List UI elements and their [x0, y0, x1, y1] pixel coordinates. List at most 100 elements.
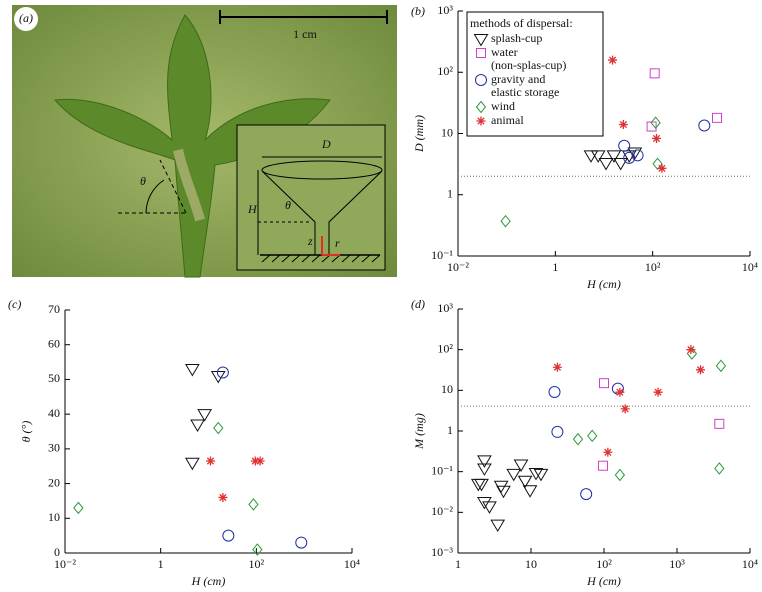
marker [587, 429, 598, 443]
marker [608, 55, 618, 65]
marker [552, 362, 562, 372]
x-tick-label: 10³ [669, 557, 685, 571]
legend-text: animal [491, 113, 524, 127]
marker [614, 468, 626, 482]
x-tick-label: 10² [249, 557, 265, 571]
marker [477, 455, 492, 468]
marker [522, 485, 538, 498]
marker [583, 150, 599, 163]
x-axis-label: H (cm) [586, 574, 621, 588]
legend-text: methods of dispersal: [470, 16, 573, 30]
marker [477, 463, 492, 476]
y-tick-label: 10⁻³ [431, 545, 453, 559]
marker [714, 418, 725, 429]
marker [652, 133, 662, 143]
x-tick-label: 10⁻² [447, 260, 469, 274]
x-tick-label: 10⁻² [54, 557, 76, 571]
y-tick-label: 10⁻¹ [431, 248, 453, 262]
marker [631, 149, 644, 162]
marker [184, 457, 200, 471]
marker [551, 425, 564, 438]
y-tick-label: 10³ [437, 3, 453, 17]
y-tick-label: 10 [48, 510, 60, 524]
legend-marker [473, 34, 489, 47]
marker [603, 447, 613, 457]
legend-text: wind [491, 99, 515, 113]
marker [712, 112, 723, 123]
marker [295, 536, 308, 549]
marker [482, 501, 497, 514]
marker [714, 462, 725, 475]
y-tick-label: 50 [48, 371, 60, 385]
marker [248, 498, 259, 511]
marker [490, 519, 506, 533]
marker [590, 150, 606, 163]
legend-text: gravity and elastic storage [491, 72, 560, 99]
marker [506, 468, 522, 482]
marker [618, 120, 628, 130]
marker [572, 432, 584, 446]
marker [255, 456, 265, 466]
marker [620, 404, 630, 414]
y-tick-label: 10⁻² [431, 504, 453, 518]
marker [528, 467, 544, 481]
marker [216, 366, 229, 379]
marker [474, 478, 489, 492]
marker [210, 370, 226, 384]
marker [517, 475, 533, 489]
marker [250, 456, 260, 466]
marker [657, 163, 667, 173]
panel-label: (c) [8, 297, 21, 311]
marker [477, 496, 492, 510]
y-tick-label: 30 [48, 441, 60, 455]
x-tick-label: 10⁴ [344, 557, 360, 571]
y-tick-label: 20 [48, 475, 60, 489]
marker [184, 364, 200, 377]
scale-label: 1 cm [293, 27, 317, 41]
marker [190, 419, 205, 433]
y-tick-label: 10³ [437, 301, 453, 315]
y-tick-label: 40 [48, 406, 60, 420]
marker [500, 214, 511, 228]
angle-label: θ [140, 174, 146, 188]
marker [649, 68, 660, 79]
marker [533, 468, 549, 482]
marker [205, 456, 215, 466]
y-tick-label: 1 [447, 423, 453, 437]
marker [650, 116, 661, 130]
legend-text: water (non-splas-cup) [491, 45, 567, 72]
marker [696, 365, 706, 375]
x-tick-label: 10² [645, 260, 661, 274]
y-tick-label: 10² [437, 341, 453, 355]
x-tick-label: 10⁴ [742, 260, 758, 274]
legend-marker [476, 116, 486, 126]
marker [213, 421, 224, 435]
y-tick-label: 60 [48, 336, 60, 350]
y-tick-label: 1 [447, 187, 453, 201]
marker [698, 119, 711, 132]
marker [606, 150, 622, 163]
y-tick-label: 10 [441, 382, 453, 396]
x-tick-label: 10² [596, 557, 612, 571]
marker [598, 157, 614, 171]
marker [715, 359, 727, 373]
marker [598, 460, 609, 471]
diagram-label: θ [285, 198, 291, 212]
marker [623, 151, 636, 164]
x-tick-label: 1 [158, 557, 164, 571]
marker [496, 485, 511, 499]
panel-label: (d) [411, 297, 425, 311]
y-axis-label: M (mg) [412, 413, 426, 450]
marker [652, 157, 663, 171]
x-axis-label: H (cm) [586, 277, 621, 291]
y-tick-label: 0 [54, 545, 60, 559]
x-tick-label: 1 [455, 557, 461, 571]
marker [513, 459, 529, 472]
x-axis-label: H (cm) [191, 574, 226, 588]
legend-marker [475, 74, 487, 86]
marker [580, 488, 593, 501]
y-tick-label: 70 [48, 302, 60, 316]
y-axis-label: θ (°) [19, 421, 33, 443]
legend-text: splash-cup [491, 31, 543, 45]
